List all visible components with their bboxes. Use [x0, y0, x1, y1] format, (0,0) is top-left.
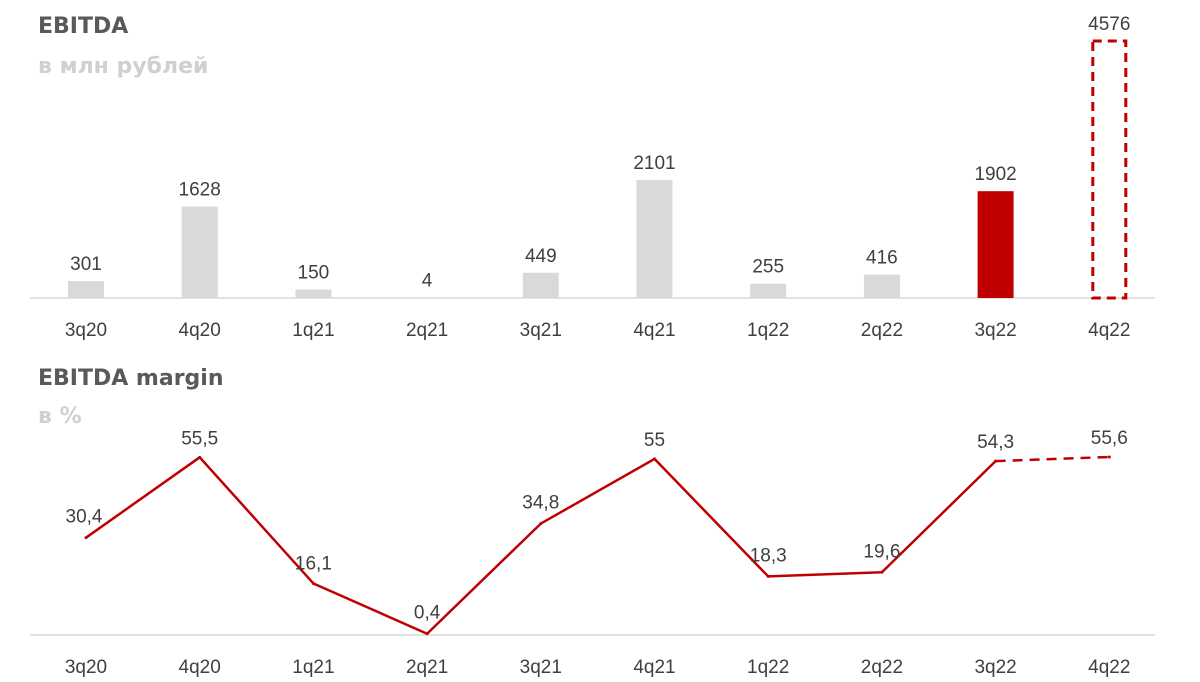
margin-value-label: 55,6: [1091, 428, 1128, 449]
ebitda-chart-title: EBITDA: [38, 14, 129, 39]
ebitda-bar-3q22: [977, 191, 1014, 298]
margin-x-tick-label: 3q21: [520, 657, 562, 678]
ebitda-x-tick-label: 1q21: [292, 320, 334, 341]
margin-point-1q21: [311, 581, 315, 585]
margin-point-2q22: [880, 570, 884, 574]
ebitda-bar-1q21: [295, 289, 332, 298]
margin-x-tick-label: 4q22: [1088, 657, 1130, 678]
ebitda-chart-subtitle: в млн рублей: [38, 54, 209, 79]
ebitda-bar-4q20: [181, 206, 218, 298]
margin-x-tick-label: 1q21: [292, 657, 334, 678]
margin-x-tick-label: 4q21: [633, 657, 675, 678]
margin-value-label: 55: [644, 430, 665, 451]
ebitda-x-tick-label: 3q22: [974, 320, 1016, 341]
margin-value-label: 54,3: [977, 432, 1014, 453]
ebitda-value-label: 4: [422, 271, 433, 292]
margin-chart-title: EBITDA margin: [38, 366, 224, 391]
margin-point-1q22: [766, 574, 770, 578]
margin-value-label: 19,6: [863, 541, 900, 562]
ebitda-bar-4q21: [636, 180, 673, 298]
ebitda-value-label: 4576: [1088, 14, 1130, 35]
margin-x-tick-label: 3q22: [974, 657, 1016, 678]
ebitda-x-tick-label: 3q20: [65, 320, 107, 341]
margin-x-tick-label: 2q22: [861, 657, 903, 678]
margin-point-2q21: [425, 632, 429, 636]
ebitda-bar-chart: 301 3q20 1628 4q20 150 1q21 4 2q21 449 3q21 2101 4q…: [30, 14, 1155, 341]
ebitda-x-tick-label: 2q21: [406, 320, 448, 341]
margin-point-3q20: [84, 536, 88, 540]
margin-x-tick-label: 1q22: [747, 657, 789, 678]
ebitda-value-label: 150: [298, 263, 330, 284]
ebitda-value-label: 2101: [633, 153, 675, 174]
ebitda-value-label: 301: [70, 254, 102, 275]
margin-point-3q22: [994, 459, 998, 463]
ebitda-x-tick-label: 4q22: [1088, 320, 1130, 341]
ebitda-bar-2q21: [409, 297, 446, 298]
margin-value-label: 16,1: [295, 553, 332, 574]
ebitda-x-tick-label: 4q21: [633, 320, 675, 341]
ebitda-bar-1q22: [750, 283, 787, 298]
margin-x-tick-label: 4q20: [179, 657, 221, 678]
ebitda-value-label: 255: [752, 257, 784, 278]
margin-point-3q21: [539, 522, 543, 526]
margin-series-line: [85, 456, 997, 635]
margin-value-label: 30,4: [66, 507, 103, 528]
ebitda-bar-2q22: [863, 274, 900, 298]
margin-x-tick-label: 2q21: [406, 657, 448, 678]
margin-point-4q20: [198, 455, 202, 459]
margin-chart-subtitle: в %: [38, 404, 82, 429]
margin-value-label: 18,3: [750, 545, 787, 566]
ebitda-value-label: 449: [525, 246, 557, 267]
ebitda-value-label: 1902: [974, 164, 1016, 185]
margin-x-tick-label: 3q20: [65, 657, 107, 678]
margin-forecast-line: [995, 455, 1110, 463]
ebitda-value-label: 1628: [179, 180, 221, 201]
ebitda-bar-4q22: [1091, 39, 1128, 300]
ebitda-x-tick-label: 2q22: [861, 320, 903, 341]
ebitda-x-tick-label: 4q20: [179, 320, 221, 341]
margin-point-4q22: [1107, 455, 1111, 459]
margin-point-4q21: [653, 457, 656, 461]
ebitda-bar-3q21: [522, 272, 559, 298]
ebitda-x-tick-label: 1q22: [747, 320, 789, 341]
ebitda-value-label: 416: [866, 248, 898, 269]
ebitda-bar-3q20: [68, 281, 104, 298]
margin-value-label: 0,4: [414, 603, 441, 624]
margin-value-label: 55,5: [181, 428, 218, 449]
margin-value-label: 34,8: [522, 493, 559, 514]
ebitda-x-tick-label: 3q21: [520, 320, 562, 341]
